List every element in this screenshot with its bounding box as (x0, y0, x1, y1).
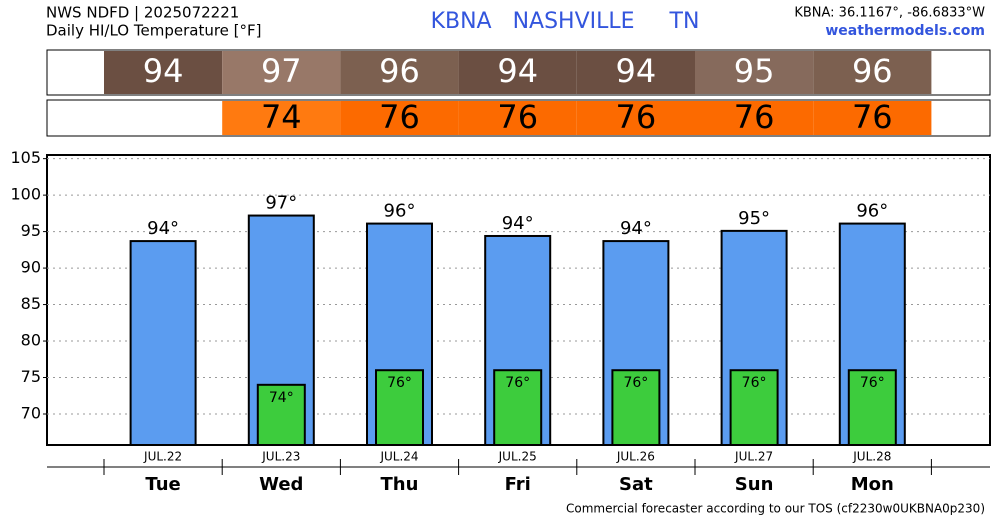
site: weathermodels.com (825, 23, 985, 39)
lo-strip (46, 99, 991, 137)
hi-strip (46, 49, 991, 96)
header-line: Daily HI/LO Temperature [°F] (46, 22, 262, 40)
hi-cell (576, 51, 695, 94)
data-label: 76° (623, 375, 648, 391)
y-tick-label: 100 (10, 185, 41, 204)
data-label: 94° (147, 218, 179, 239)
hi-cell (695, 51, 814, 94)
data-label: 76° (505, 375, 530, 391)
x-tick-label: Sat (619, 474, 653, 495)
lo-bar (729, 369, 779, 446)
hi-cell (104, 51, 223, 94)
x-tick-label: Sun (735, 474, 774, 495)
y-tick-label: 95 (21, 221, 41, 240)
footer: Commercial forecaster according to our T… (566, 502, 985, 516)
x-date-label: JUL.26 (616, 450, 655, 464)
lo-cell (576, 101, 695, 135)
lo-cell-label: 76 (852, 98, 893, 136)
x-date-label: JUL.22 (143, 450, 182, 464)
lo-cell-label: 76 (497, 98, 538, 136)
y-tick-label: 70 (21, 403, 41, 422)
lo-cell-label: 74 (261, 98, 302, 136)
y-tick-label: 80 (21, 331, 41, 350)
x-tick-label: Fri (505, 474, 531, 495)
chart-title: KBNA NASHVILLE TN (431, 9, 700, 34)
hi-cell-label: 94 (497, 52, 538, 90)
hi-cell-label: 94 (143, 52, 184, 90)
lo-bar (256, 383, 306, 446)
lo-cell (695, 101, 814, 135)
lo-bar (611, 369, 661, 446)
x-date-label: JUL.28 (852, 450, 891, 464)
header-line: NWS NDFD | 2025072221 (46, 4, 239, 22)
hi-cell-label: 96 (379, 52, 420, 90)
lo-cell-label: 76 (616, 98, 657, 136)
lo-cell-label: 76 (379, 98, 420, 136)
x-date-label: JUL.25 (498, 450, 537, 464)
x-tick-label: Wed (259, 474, 303, 495)
lo-bar (493, 369, 543, 446)
hi-cell (340, 51, 459, 94)
y-tick-label: 75 (21, 367, 41, 386)
y-tick-label: 85 (21, 294, 41, 313)
x-tick-label: Tue (145, 474, 180, 495)
data-label: 97° (265, 193, 297, 214)
lo-cell (222, 101, 341, 135)
lo-cell (813, 101, 932, 135)
hi-cell (458, 51, 577, 94)
hi-cell-label: 95 (734, 52, 775, 90)
hi-cell (813, 51, 932, 94)
x-date-label: JUL.23 (261, 450, 300, 464)
hi-cell-label: 96 (852, 52, 893, 90)
data-label: 74° (269, 390, 294, 406)
lo-cell-label: 76 (734, 98, 775, 136)
hi-bar (129, 240, 197, 446)
x-date-label: JUL.27 (734, 450, 773, 464)
x-tick-label: Thu (381, 474, 419, 495)
x-tick-label: Mon (851, 474, 894, 495)
data-label: 95° (738, 208, 770, 229)
x-date-label: JUL.24 (379, 450, 418, 464)
location: KBNA: 36.1167°, -86.6833°W (794, 6, 985, 21)
lo-cell (340, 101, 459, 135)
hi-cell (222, 51, 341, 94)
lo-cell (458, 101, 577, 135)
data-label: 96° (384, 201, 416, 222)
data-label: 96° (856, 201, 888, 222)
data-label: 94° (620, 218, 652, 239)
data-label: 76° (860, 375, 885, 391)
y-tick-label: 105 (10, 148, 41, 167)
y-tick-label: 90 (21, 258, 41, 277)
data-label: 76° (387, 375, 412, 391)
lo-bar (847, 369, 897, 446)
lo-bar (375, 369, 424, 446)
hi-cell-label: 97 (261, 52, 302, 90)
data-label: 94° (502, 213, 534, 234)
data-label: 76° (742, 375, 767, 391)
hi-cell-label: 94 (616, 52, 657, 90)
